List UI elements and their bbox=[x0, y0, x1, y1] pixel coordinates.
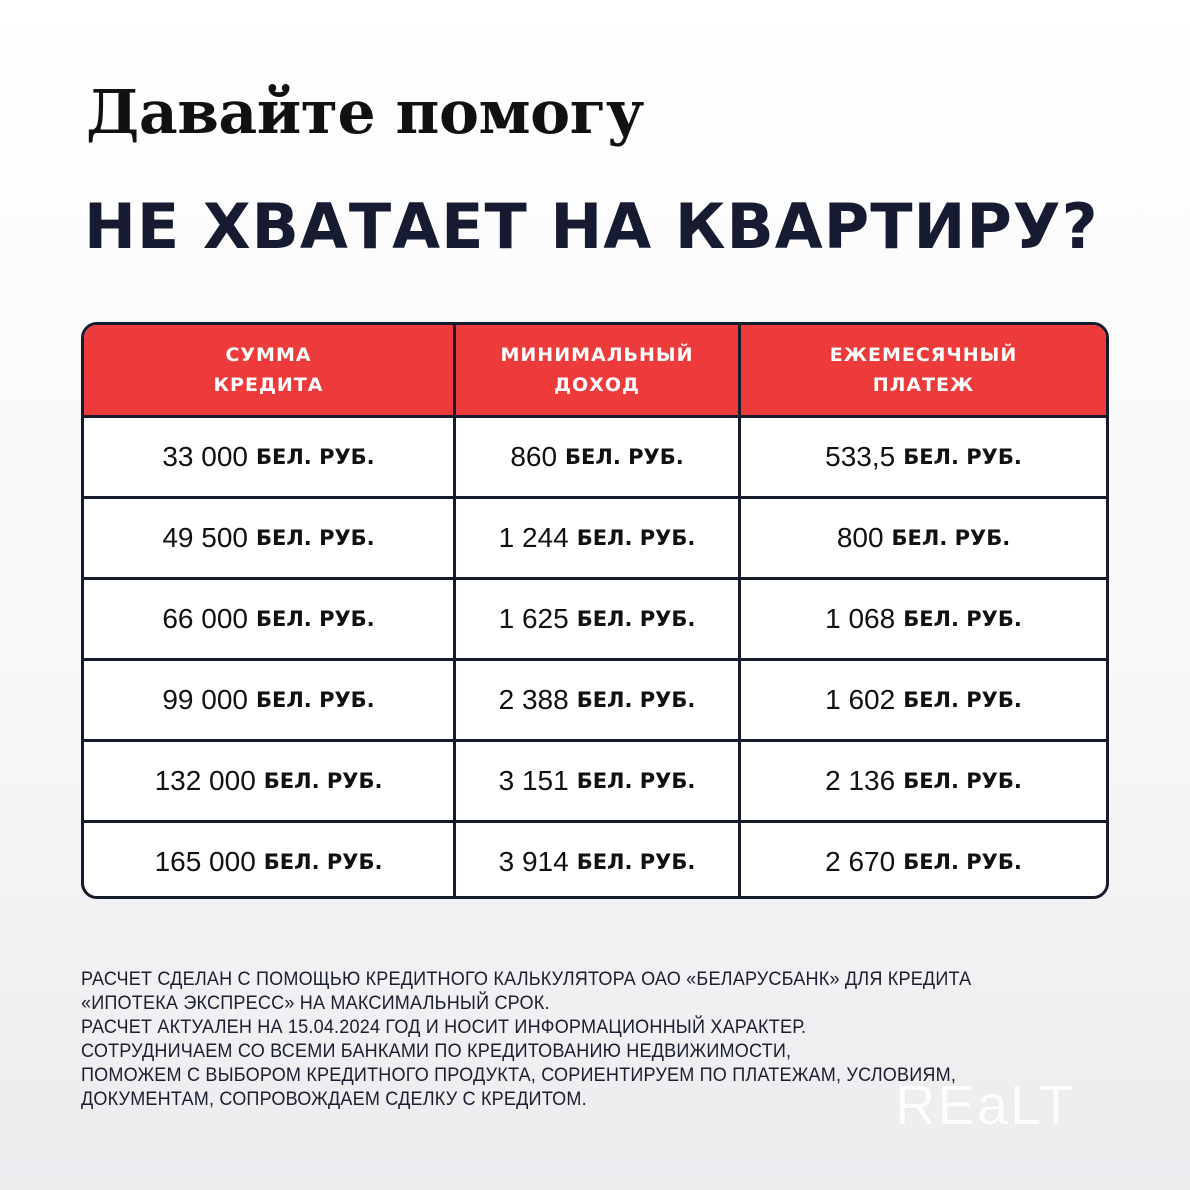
cell-loan-amount: 49 500 БЕЛ. РУБ. bbox=[84, 499, 453, 577]
cell-value: 533,5 bbox=[825, 441, 896, 472]
header-loan-amount: СУММА КРЕДИТА bbox=[213, 344, 324, 396]
cell-loan-amount: 99 000 БЕЛ. РУБ. bbox=[84, 661, 453, 739]
cell-min-income: 860 БЕЛ. РУБ. bbox=[453, 418, 738, 496]
cell-value: 860 bbox=[510, 441, 558, 472]
cell-min-income: 3 914 БЕЛ. РУБ. bbox=[453, 823, 738, 896]
currency-unit: БЕЛ. РУБ. bbox=[903, 607, 1022, 631]
note-line: РАСЧЕТ СДЕЛАН С ПОМОЩЬЮ КРЕДИТНОГО КАЛЬК… bbox=[81, 969, 972, 990]
table-row: 33 000 БЕЛ. РУБ. 860 БЕЛ. РУБ. 533,5 БЕЛ. РУБ… bbox=[84, 415, 1106, 496]
cell-value: 1 602 bbox=[825, 684, 896, 715]
cell-monthly-payment: 2 670 БЕЛ. РУБ. bbox=[738, 823, 1106, 896]
cell-monthly-payment: 533,5 БЕЛ. РУБ. bbox=[738, 418, 1106, 496]
currency-unit: БЕЛ. РУБ. bbox=[903, 850, 1022, 874]
heading-subtitle: Давайте помогу bbox=[86, 78, 644, 148]
realt-watermark-logo: REaLT bbox=[895, 1073, 1076, 1136]
currency-unit: БЕЛ. РУБ. bbox=[255, 445, 375, 469]
cell-value: 1 068 bbox=[825, 603, 896, 634]
cell-value: 2 670 bbox=[825, 846, 896, 877]
table-row: 132 000 БЕЛ. РУБ. 3 151 БЕЛ. РУБ. 2 136 БЕЛ. … bbox=[84, 739, 1106, 820]
note-line: СОТРУДНИЧАЕМ СО ВСЕМИ БАНКАМИ ПО КРЕДИТО… bbox=[81, 1041, 792, 1062]
note-line: РАСЧЕТ АКТУАЛЕН НА 15.04.2024 ГОД И НОСИ… bbox=[81, 1017, 807, 1038]
cell-value: 165 000 bbox=[154, 846, 256, 877]
table-row: 49 500 БЕЛ. РУБ. 1 244 БЕЛ. РУБ. 800 БЕЛ. РУБ… bbox=[84, 496, 1106, 577]
table-row: 66 000 БЕЛ. РУБ. 1 625 БЕЛ. РУБ. 1 068 БЕЛ. Р… bbox=[84, 577, 1106, 658]
cell-value: 3 151 bbox=[498, 765, 569, 796]
cell-loan-amount: 66 000 БЕЛ. РУБ. bbox=[84, 580, 453, 658]
header-min-income: МИНИМАЛЬНЫЙ ДОХОД bbox=[453, 325, 738, 415]
currency-unit: БЕЛ. РУБ. bbox=[255, 688, 375, 712]
currency-unit: БЕЛ. РУБ. bbox=[263, 850, 383, 874]
cell-value: 66 000 bbox=[162, 603, 248, 634]
currency-unit: БЕЛ. РУБ. bbox=[576, 850, 696, 874]
cell-min-income: 2 388 БЕЛ. РУБ. bbox=[453, 661, 738, 739]
currency-unit: БЕЛ. РУБ. bbox=[576, 769, 696, 793]
cell-value: 1 625 bbox=[498, 603, 569, 634]
cell-value: 33 000 bbox=[162, 441, 248, 472]
cell-loan-amount: 165 000 БЕЛ. РУБ. bbox=[84, 823, 453, 896]
cell-loan-amount: 132 000 БЕЛ. РУБ. bbox=[84, 742, 453, 820]
cell-value: 2 136 bbox=[825, 765, 896, 796]
note-line: «ИПОТЕКА ЭКСПРЕСС» НА МАКСИМАЛЬНЫЙ СРОК. bbox=[81, 993, 550, 1014]
currency-unit: БЕЛ. РУБ. bbox=[576, 526, 696, 550]
currency-unit: БЕЛ. РУБ. bbox=[576, 688, 696, 712]
cell-loan-amount: 33 000 БЕЛ. РУБ. bbox=[84, 418, 453, 496]
currency-unit: БЕЛ. РУБ. bbox=[255, 526, 375, 550]
cell-min-income: 3 151 БЕЛ. РУБ. bbox=[453, 742, 738, 820]
currency-unit: БЕЛ. РУБ. bbox=[903, 688, 1022, 712]
page-title: НЕ ХВАТАЕТ НА КВАРТИРУ? bbox=[84, 190, 1099, 263]
cell-value: 1 244 bbox=[498, 522, 569, 553]
currency-unit: БЕЛ. РУБ. bbox=[263, 769, 383, 793]
cell-value: 2 388 bbox=[498, 684, 569, 715]
credit-table: СУММА КРЕДИТА МИНИМАЛЬНЫЙ ДОХОД ЕЖЕМЕСЯЧ… bbox=[81, 322, 1109, 899]
cell-min-income: 1 244 БЕЛ. РУБ. bbox=[453, 499, 738, 577]
header-monthly-payment: ЕЖЕМЕСЯЧНЫЙ ПЛАТЕЖ bbox=[738, 325, 1106, 415]
cell-monthly-payment: 1 068 БЕЛ. РУБ. bbox=[738, 580, 1106, 658]
table-row: 99 000 БЕЛ. РУБ. 2 388 БЕЛ. РУБ. 1 602 БЕЛ. Р… bbox=[84, 658, 1106, 739]
currency-unit: БЕЛ. РУБ. bbox=[891, 526, 1011, 550]
cell-value: 800 bbox=[836, 522, 884, 553]
note-line: ДОКУМЕНТАМ, СОПРОВОЖДАЕМ СДЕЛКУ С КРЕДИТ… bbox=[81, 1089, 587, 1110]
cell-monthly-payment: 1 602 БЕЛ. РУБ. bbox=[738, 661, 1106, 739]
cell-value: 3 914 bbox=[498, 846, 569, 877]
cell-value: 132 000 bbox=[154, 765, 256, 796]
currency-unit: БЕЛ. РУБ. bbox=[565, 445, 684, 469]
currency-unit: БЕЛ. РУБ. bbox=[576, 607, 696, 631]
cell-monthly-payment: 800 БЕЛ. РУБ. bbox=[738, 499, 1106, 577]
currency-unit: БЕЛ. РУБ. bbox=[903, 769, 1022, 793]
currency-unit: БЕЛ. РУБ. bbox=[255, 607, 375, 631]
table-row: 165 000 БЕЛ. РУБ. 3 914 БЕЛ. РУБ. 2 670 БЕЛ. … bbox=[84, 820, 1106, 896]
cell-value: 99 000 bbox=[162, 684, 248, 715]
currency-unit: БЕЛ. РУБ. bbox=[903, 445, 1022, 469]
cell-min-income: 1 625 БЕЛ. РУБ. bbox=[453, 580, 738, 658]
cell-value: 49 500 bbox=[162, 522, 248, 553]
cell-monthly-payment: 2 136 БЕЛ. РУБ. bbox=[738, 742, 1106, 820]
disclaimer-notes: РАСЧЕТ СДЕЛАН С ПОМОЩЬЮ КРЕДИТНОГО КАЛЬК… bbox=[81, 968, 971, 1112]
note-line: ПОМОЖЕМ С ВЫБОРОМ КРЕДИТНОГО ПРОДУКТА, С… bbox=[81, 1065, 957, 1086]
table-header-row: СУММА КРЕДИТА МИНИМАЛЬНЫЙ ДОХОД ЕЖЕМЕСЯЧ… bbox=[84, 325, 1106, 415]
